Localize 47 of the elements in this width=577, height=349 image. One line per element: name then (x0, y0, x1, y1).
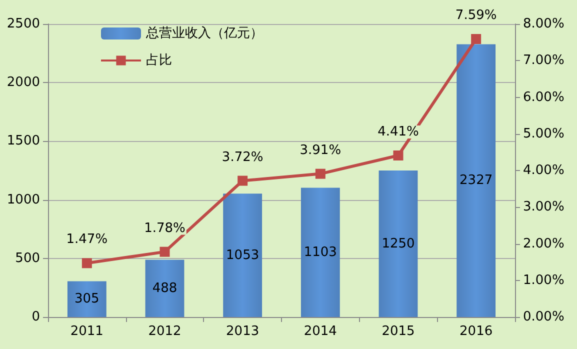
y-tick-label: 0 (32, 310, 40, 324)
y2-tick-label: 6.00% (523, 90, 564, 105)
x-tick-label: 2015 (382, 324, 415, 339)
x-tick-label: 2013 (226, 324, 260, 339)
bar (223, 194, 262, 317)
bar (67, 281, 106, 317)
y2-tick-label: 3.00% (523, 200, 564, 215)
point (82, 258, 92, 268)
x-tick-label: 2011 (70, 324, 104, 339)
legend-label: 总营业收入（亿元） (145, 26, 263, 41)
y2-tick-label: 2.00% (523, 236, 564, 252)
y-tick-label: 2500 (6, 16, 40, 32)
bar (378, 170, 418, 317)
data-label: 7.59% (455, 8, 497, 24)
data-label: 305 (74, 292, 100, 307)
y2-tick-label: 5.00% (523, 126, 564, 142)
data-label: 1250 (382, 236, 415, 252)
data-label: 3.72% (222, 150, 264, 165)
data-label: 1.47% (66, 232, 108, 248)
data-label: 1103 (304, 244, 337, 260)
data-label: 1053 (226, 248, 260, 263)
x-tick-label: 2014 (304, 324, 337, 339)
bar (456, 44, 496, 317)
y2-tick-label: 8.00% (523, 16, 564, 32)
data-label: 488 (152, 280, 178, 296)
bar (300, 188, 340, 317)
data-label: 2327 (460, 173, 493, 188)
y2-tick-label: 0.00% (523, 310, 564, 324)
y2-tick-label: 1.00% (523, 272, 564, 288)
point (393, 150, 404, 160)
point (160, 246, 170, 257)
y-tick-label: 500 (15, 250, 40, 266)
bar (145, 260, 184, 317)
legend-label: 占比 (146, 53, 172, 68)
data-label: 4.41% (378, 124, 419, 140)
x-tick-label: 2016 (460, 324, 493, 339)
y-tick-label: 2000 (6, 75, 40, 90)
y2-tick-label: 7.00% (523, 53, 564, 68)
y-tick-label: 1000 (6, 192, 40, 208)
x-tick-label: 2012 (148, 324, 182, 339)
point (238, 176, 248, 186)
point (315, 168, 326, 179)
y-tick-label: 1500 (6, 134, 40, 149)
y2-tick-label: 4.00% (523, 163, 564, 178)
data-label: 3.91% (300, 142, 342, 158)
data-label: 1.78% (144, 220, 186, 236)
point (471, 34, 482, 44)
